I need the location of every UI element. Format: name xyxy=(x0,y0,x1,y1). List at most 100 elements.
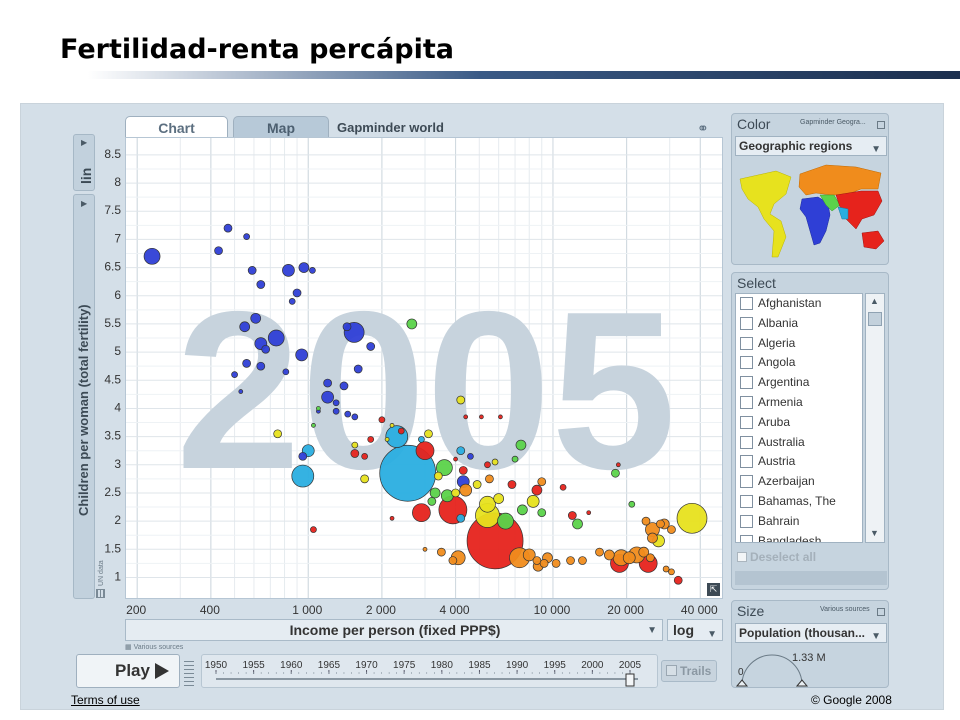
bubble-point xyxy=(273,429,283,439)
checkbox[interactable] xyxy=(740,514,753,528)
y-axis-selector[interactable]: ▶ xyxy=(73,194,95,599)
tab-map[interactable]: Map xyxy=(233,116,329,140)
terms-link[interactable]: Terms of use xyxy=(71,693,140,707)
list-item[interactable]: Austria xyxy=(736,452,862,472)
country-label: Albania xyxy=(758,315,799,330)
bubble-point xyxy=(243,233,250,240)
bubble-point xyxy=(406,318,418,330)
timeline-slider[interactable]: 1950 1955 1960 1965 1970 1975 1980 1985 1990 1995… xyxy=(201,654,658,688)
bubble-point xyxy=(422,546,428,552)
size-panel: Size Various sources Population (thousan… xyxy=(731,600,889,688)
checkbox[interactable] xyxy=(740,316,753,330)
list-item[interactable]: Bahamas, The xyxy=(736,492,862,512)
deselect-all-button[interactable]: Deselect all xyxy=(737,550,816,564)
bubble-point xyxy=(578,556,587,565)
y-scale-toggle[interactable]: ▶ xyxy=(73,134,95,191)
country-list: Afghanistan Albania Algeria Angola Argen… xyxy=(735,293,863,543)
size-dropdown[interactable]: Population (thousan... ▼ xyxy=(735,623,887,643)
bubble-point xyxy=(437,547,446,557)
bubble-point xyxy=(295,348,309,362)
y-tick-label: 7 xyxy=(114,231,121,245)
list-item[interactable]: Australia xyxy=(736,433,862,453)
list-item[interactable]: Algeria xyxy=(736,334,862,354)
checkbox[interactable] xyxy=(740,356,753,370)
expand-icon[interactable]: ⇱ xyxy=(707,583,720,596)
checkbox[interactable] xyxy=(740,455,753,469)
list-item[interactable]: Albania xyxy=(736,314,862,334)
link-icon[interactable]: ⚭ xyxy=(697,120,709,136)
checkbox[interactable] xyxy=(740,475,753,489)
country-label: Aruba xyxy=(758,414,791,429)
bubble-point xyxy=(611,468,620,478)
grid-icon[interactable] xyxy=(877,121,885,129)
x-ticks: 200 400 1 000 2 000 4 000 10 000 20 000 40 000 xyxy=(126,603,718,617)
y-tick-label: 6.5 xyxy=(104,260,121,274)
list-item[interactable]: Armenia xyxy=(736,393,862,413)
country-label: Austria xyxy=(758,454,796,469)
bubble-point xyxy=(595,547,604,557)
map-region-south-asia xyxy=(837,206,849,220)
size-min-handle xyxy=(736,679,749,687)
checkbox[interactable] xyxy=(740,534,753,542)
bubble-point xyxy=(332,399,340,407)
list-scrollbar[interactable]: ▲ ▼ xyxy=(865,293,885,543)
color-panel-title: Color xyxy=(737,116,771,132)
scroll-thumb[interactable] xyxy=(868,312,882,326)
y-tick-label: 4 xyxy=(114,400,121,414)
checkbox[interactable] xyxy=(740,297,753,310)
bubble-point xyxy=(667,525,676,534)
x-scale-select[interactable]: log ▼ xyxy=(667,619,723,641)
timeline-svg: 1950 1955 1960 1965 1970 1975 1980 1985 1990 1995… xyxy=(205,660,642,687)
x-source-label: ▦ Various sources xyxy=(125,644,184,651)
bubble-point xyxy=(567,511,577,520)
list-item[interactable]: Bangladesh xyxy=(736,532,862,542)
list-item[interactable]: Argentina xyxy=(736,373,862,393)
size-legend-max: 1.33 M xyxy=(792,652,826,664)
bubble-point xyxy=(456,513,466,523)
scroll-up-icon[interactable]: ▲ xyxy=(870,296,879,306)
scroll-down-icon[interactable]: ▼ xyxy=(870,528,879,538)
list-item[interactable]: Bahrain xyxy=(736,512,862,532)
x-tick-label: 2 000 xyxy=(366,603,396,617)
bubble-point xyxy=(238,389,244,394)
list-item[interactable]: Aruba xyxy=(736,413,862,433)
bubble-point xyxy=(459,483,473,497)
y-tick-label: 7.5 xyxy=(104,203,121,217)
trails-checkbox[interactable]: Trails xyxy=(661,660,717,682)
list-item[interactable]: Afghanistan xyxy=(736,294,862,314)
play-button[interactable]: Play xyxy=(76,654,180,688)
timeline-year-label: 2000 xyxy=(581,660,604,671)
grid-icon[interactable] xyxy=(96,589,105,598)
timeline-year-label: 1970 xyxy=(355,660,378,671)
checkbox[interactable] xyxy=(740,415,753,429)
bubble-point xyxy=(323,378,332,388)
list-item[interactable]: Azerbaijan xyxy=(736,472,862,492)
title-underline xyxy=(88,71,960,79)
timeline-year-label: 1975 xyxy=(393,660,416,671)
list-item[interactable]: Angola xyxy=(736,353,862,373)
bubble-point xyxy=(448,556,458,565)
y-tick-label: 3.5 xyxy=(104,429,121,443)
checkbox[interactable] xyxy=(740,336,753,350)
size-legend-arc xyxy=(741,654,803,686)
checkbox[interactable] xyxy=(740,376,753,390)
speed-control[interactable] xyxy=(184,658,194,686)
color-dropdown[interactable]: Geographic regions ▼ xyxy=(735,136,887,156)
tab-chart[interactable]: Chart xyxy=(125,116,228,141)
checkbox[interactable] xyxy=(740,494,753,508)
bubble-point xyxy=(429,487,441,499)
size-dropdown-value: Population (thousan... xyxy=(739,626,865,640)
timeline-year-label: 1965 xyxy=(318,660,341,671)
bubble-point xyxy=(628,500,636,508)
bubble-point xyxy=(662,565,670,573)
y-tick-label: 2 xyxy=(114,513,121,527)
checkbox[interactable] xyxy=(740,435,753,449)
timeline-year-label: 1995 xyxy=(544,660,567,671)
bubble-point xyxy=(261,344,271,354)
map-region-oceania xyxy=(861,230,885,250)
deselect-check xyxy=(737,552,747,562)
checkbox[interactable] xyxy=(740,395,753,409)
grid-icon[interactable] xyxy=(877,608,885,616)
chevron-right-icon: ▶ xyxy=(81,199,88,208)
x-axis-selector[interactable]: Income per person (fixed PPP$) ▼ xyxy=(125,619,663,641)
